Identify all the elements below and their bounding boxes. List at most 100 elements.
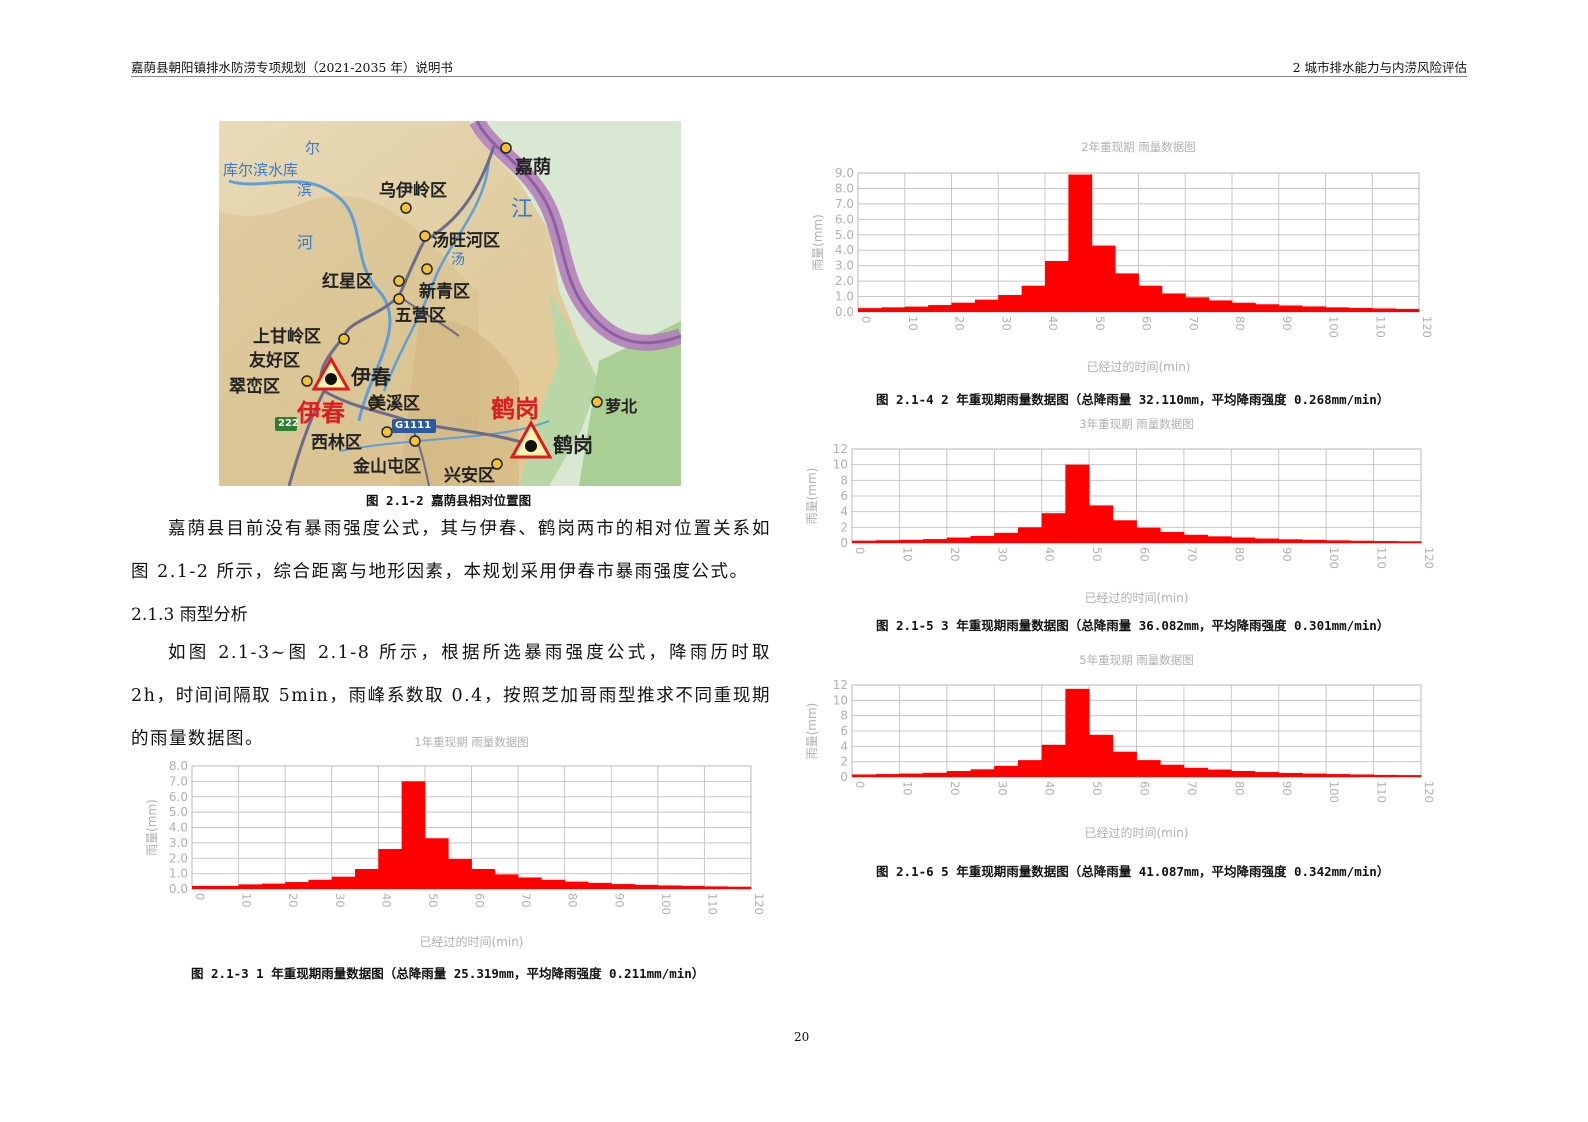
x-tick-label: 40: [1043, 547, 1057, 562]
header-right: 2 城市排水能力与内涝风险评估: [1292, 60, 1467, 75]
x-axis-label: 已经过的时间(min): [1085, 825, 1189, 840]
x-tick-label: 50: [1090, 547, 1104, 562]
x-tick-label: 90: [1280, 781, 1294, 796]
x-tick-label: 120: [1420, 316, 1434, 338]
x-tick-label: 10: [900, 547, 914, 562]
y-tick-label: 8: [840, 473, 848, 487]
x-axis-label: 已经过的时间(min): [1087, 359, 1191, 374]
map-label-wuyiling: 乌伊岭区: [379, 181, 447, 201]
bar: [923, 772, 948, 777]
y-tick-label: 9.0: [835, 166, 854, 180]
x-tick-label: 50: [1093, 316, 1107, 331]
bar: [355, 869, 379, 889]
bar: [852, 774, 877, 777]
x-tick-label: 60: [1138, 781, 1152, 796]
bar: [1045, 261, 1069, 312]
x-tick-label: 0: [853, 781, 867, 788]
map-label-youhao: 友好区: [249, 351, 300, 371]
bar: [1017, 527, 1043, 543]
bar: [899, 539, 924, 543]
map-label-hegang-big: 鹤岗: [491, 395, 539, 423]
bar: [1397, 775, 1422, 777]
chart-1yr: 1年重现期 雨量数据图 0.0 1.0 2.0 3.0 4.0 5.0 6.0 7.0 8.0 0 1…: [130, 728, 780, 958]
x-tick-label: 120: [752, 893, 766, 915]
bar: [1302, 773, 1327, 777]
bar: [541, 879, 566, 889]
map-label-he: 河: [297, 233, 314, 252]
bar: [448, 859, 472, 889]
bar: [1136, 527, 1161, 543]
x-tick-label: 90: [1280, 547, 1294, 562]
y-tick-label: 7.0: [835, 197, 854, 211]
y-tick-label: 8.0: [835, 181, 854, 195]
x-tick-label: 20: [948, 547, 962, 562]
bar: [928, 305, 952, 312]
bar: [1278, 539, 1303, 543]
y-axis-label: 雨量(mm): [145, 799, 159, 856]
bar-series: [852, 464, 1422, 543]
map-background: [219, 121, 681, 486]
bar: [192, 885, 216, 889]
bar: [1349, 774, 1374, 777]
y-tick-label: 2: [840, 520, 848, 534]
map-label-g1111: G1111: [395, 420, 432, 431]
bar: [1112, 751, 1137, 777]
x-tick-label: 80: [1232, 781, 1246, 796]
chart-title: 3年重现期 雨量数据图: [1079, 417, 1193, 431]
bar: [308, 879, 333, 889]
map-label-yichun-small: 伊春: [351, 365, 391, 389]
x-tick-label: 70: [1186, 316, 1200, 331]
bar: [951, 302, 976, 312]
bar: [1091, 245, 1116, 312]
bar: [1065, 464, 1090, 543]
x-tick-label: 30: [995, 781, 1009, 796]
x-tick-label: 20: [953, 316, 967, 331]
x-tick-label: 90: [1280, 316, 1294, 331]
y-tick-label: 1.0: [169, 867, 188, 881]
x-tick-label: 60: [473, 893, 487, 908]
y-tick-label: 0: [840, 536, 848, 550]
x-tick-label: 40: [1046, 316, 1060, 331]
x-tick-label: 0: [853, 547, 867, 554]
bar: [331, 876, 356, 889]
bar: [1207, 769, 1232, 777]
y-tick-label: 10: [833, 693, 848, 707]
map-label-meixi: 美溪区: [369, 394, 420, 414]
bar: [1326, 774, 1351, 777]
bar: [946, 537, 971, 543]
x-tick-label: 10: [240, 893, 254, 908]
map-label-jiang: 江: [511, 197, 534, 222]
bar: [904, 306, 929, 312]
bar: [424, 838, 449, 889]
paragraph-1: 嘉荫县目前没有暴雨强度公式，其与伊春、鹤岗两市的相对位置关系如图 2.1-2 所…: [131, 519, 771, 582]
bar: [1326, 540, 1351, 543]
bar: [1185, 297, 1210, 312]
map-label-xinqing: 新青区: [419, 282, 470, 302]
x-tick-label: 120: [1422, 781, 1436, 803]
bar: [1255, 304, 1280, 312]
x-tick-label: 100: [1327, 781, 1341, 803]
x-tick-label: 90: [612, 893, 626, 908]
map-label-luobei: 萝北: [605, 397, 638, 416]
bar: [881, 307, 906, 312]
x-tick-label: 10: [900, 781, 914, 796]
chart-title: 5年重现期 雨量数据图: [1079, 653, 1193, 667]
bar: [1161, 293, 1186, 312]
map-label-r222: 222: [278, 418, 299, 429]
bar-series: [852, 688, 1422, 777]
x-tick-label: 20: [286, 893, 300, 908]
bar: [564, 881, 589, 889]
y-tick-label: 12: [833, 678, 848, 692]
bar: [634, 884, 659, 889]
bar: [1397, 541, 1422, 543]
bar: [875, 540, 900, 543]
bar: [1255, 772, 1280, 777]
y-tick-label: 4: [840, 505, 848, 519]
x-tick-label: 80: [1232, 547, 1246, 562]
map-label-xilin: 西林区: [311, 433, 362, 453]
y-tick-label: 6.0: [835, 212, 854, 226]
x-tick-label: 120: [1422, 547, 1436, 569]
x-tick-label: 70: [519, 893, 533, 908]
bar: [858, 308, 882, 312]
bar: [1017, 760, 1043, 777]
